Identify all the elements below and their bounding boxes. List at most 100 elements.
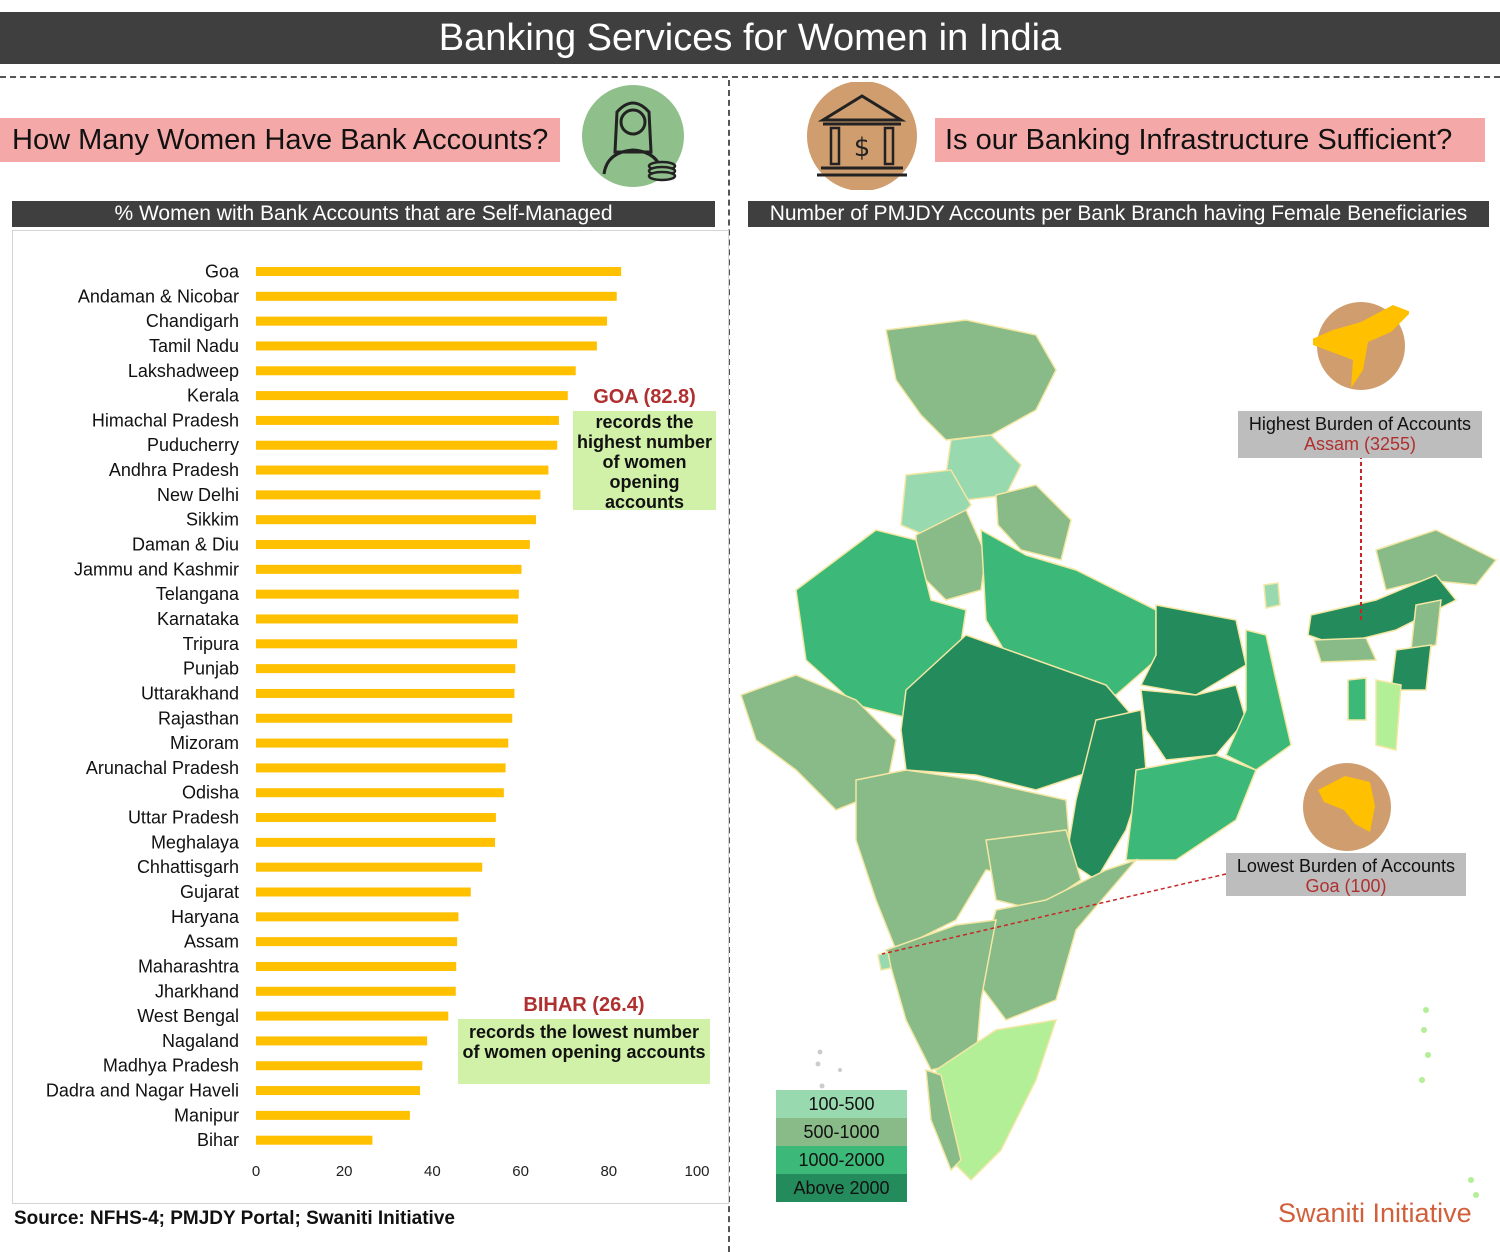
left-question: How Many Women Have Bank Accounts? <box>0 118 561 162</box>
category-label-assam: Assam <box>184 932 239 952</box>
goa-callout-title: GOA (82.8) <box>593 386 696 408</box>
category-label-chandigarh: Chandigarh <box>146 311 239 331</box>
category-label-madhya-pradesh: Madhya Pradesh <box>103 1056 239 1076</box>
category-label-uttarakhand: Uttarakhand <box>141 683 239 703</box>
map-legend: 100-500 500-1000 1000-2000 Above 2000 <box>776 1090 907 1202</box>
bar-chart: Goa Andaman & Nicobar Chandigarh Tamil Nadu… <box>46 262 710 1181</box>
map-region-uttar-pradesh <box>980 528 1157 696</box>
bar-jammu-and-kashmir <box>256 564 522 574</box>
map-region-kerala <box>925 1068 962 1172</box>
right-question: Is our Banking Infrastructure Sufficient… <box>935 118 1485 162</box>
bar-himachal-pradesh <box>256 415 559 425</box>
bar-rajasthan <box>256 713 513 723</box>
bar-tripura <box>256 639 518 649</box>
bar-dadra-and-nagar-haveli <box>256 1086 421 1096</box>
bar-jharkhand <box>256 986 456 996</box>
map-region-chhattisgarh <box>1065 709 1147 882</box>
svg-text:$: $ <box>854 133 871 163</box>
woman-with-coins-icon <box>574 82 692 190</box>
india-map <box>740 319 1498 1198</box>
bank-building-icon: $ <box>803 81 921 191</box>
bar-uttarakhand <box>256 688 515 698</box>
category-label-uttar-pradesh: Uttar Pradesh <box>128 808 239 828</box>
category-label-arunachal-pradesh: Arunachal Pradesh <box>86 758 239 778</box>
bar-maharashtra <box>256 961 457 971</box>
page-title: Banking Services for Women in India <box>0 12 1500 64</box>
bar-chhattisgarh <box>256 862 483 872</box>
chart-frame <box>12 230 729 1204</box>
x-tick-20: 20 <box>336 1163 353 1180</box>
category-label-meghalaya: Meghalaya <box>151 832 240 852</box>
bar-punjab <box>256 664 516 674</box>
map-region-karnataka <box>885 919 997 1071</box>
category-label-daman-diu: Daman & Diu <box>132 535 239 555</box>
category-label-nagaland: Nagaland <box>162 1031 239 1051</box>
highest-burden-value: Assam (3255) <box>1303 434 1417 454</box>
map-title: Number of PMJDY Accounts per Bank Branch… <box>748 201 1489 227</box>
goa-inset-icon <box>1300 762 1394 852</box>
bihar-callout-title: BIHAR (26.4) <box>523 994 645 1016</box>
map-region-jammu-kashmir <box>885 319 1057 441</box>
category-label-kerala: Kerala <box>187 386 240 406</box>
bar-sikkim <box>256 515 537 525</box>
highest-burden-label: Highest Burden of Accounts Assam (3255) <box>1238 411 1482 458</box>
bar-bihar <box>256 1135 373 1145</box>
category-label-jharkhand: Jharkhand <box>155 981 239 1001</box>
legend-item-500-1000: 500-1000 <box>776 1118 907 1146</box>
category-label-lakshadweep: Lakshadweep <box>128 361 239 381</box>
bar-new-delhi <box>256 490 541 500</box>
bar-arunachal-pradesh <box>256 763 506 773</box>
bar-uttar-pradesh <box>256 813 496 823</box>
vertical-divider <box>728 80 730 1252</box>
category-label-odisha: Odisha <box>182 783 240 803</box>
category-label-punjab: Punjab <box>183 659 239 679</box>
bar-west-bengal <box>256 1011 449 1021</box>
x-tick-100: 100 <box>684 1163 709 1180</box>
category-label-telangana: Telangana <box>156 584 240 604</box>
category-label-tripura: Tripura <box>183 634 240 654</box>
category-label-andhra-pradesh: Andhra Pradesh <box>109 460 239 480</box>
brand-logo: Swaniti Initiative <box>1278 1198 1472 1228</box>
category-label-himachal-pradesh: Himachal Pradesh <box>92 410 239 430</box>
map-region-sikkim <box>1263 582 1281 609</box>
category-label-maharashtra: Maharashtra <box>138 956 240 976</box>
category-label-bihar: Bihar <box>197 1130 239 1150</box>
map-region-uttarakhand <box>995 484 1072 561</box>
category-label-karnataka: Karnataka <box>157 609 240 629</box>
bar-daman-diu <box>256 540 530 550</box>
category-label-west-bengal: West Bengal <box>137 1006 239 1026</box>
map-region-mizoram <box>1375 679 1402 751</box>
category-label-tamil-nadu: Tamil Nadu <box>149 336 239 356</box>
category-label-manipur: Manipur <box>174 1105 239 1125</box>
highest-burden-text: Highest Burden of Accounts <box>1248 414 1472 434</box>
map-region-odisha <box>1125 754 1257 861</box>
category-label-rajasthan: Rajasthan <box>158 708 239 728</box>
map-region-nagaland <box>1410 599 1442 651</box>
assam-inset-icon <box>1305 300 1411 392</box>
category-label-goa: Goa <box>205 262 240 282</box>
map-region-arunachal <box>1375 529 1498 591</box>
map-region-tripura <box>1347 677 1367 721</box>
bar-odisha <box>256 788 504 798</box>
bar-haryana <box>256 912 459 922</box>
category-label-new-delhi: New Delhi <box>157 485 239 505</box>
x-tick-40: 40 <box>424 1163 441 1180</box>
legend-item-above-2000: Above 2000 <box>776 1174 907 1202</box>
category-label-mizoram: Mizoram <box>170 733 239 753</box>
category-label-jammu-and-kashmir: Jammu and Kashmir <box>74 559 239 579</box>
category-label-chhattisgarh: Chhattisgarh <box>137 857 239 877</box>
legend-item-1000-2000: 1000-2000 <box>776 1146 907 1174</box>
horizontal-divider <box>0 76 1500 78</box>
source-note: Source: NFHS-4; PMJDY Portal; Swaniti In… <box>14 1208 455 1229</box>
x-tick-60: 60 <box>512 1163 529 1180</box>
lowest-burden-text: Lowest Burden of Accounts <box>1236 856 1456 876</box>
bar-karnataka <box>256 614 518 624</box>
bar-telangana <box>256 589 519 599</box>
map-region-jharkhand <box>1140 684 1247 761</box>
category-label-dadra-and-nagar-haveli: Dadra and Nagar Haveli <box>46 1081 239 1101</box>
bar-mizoram <box>256 738 509 748</box>
legend-item-100-500: 100-500 <box>776 1090 907 1118</box>
bar-gujarat <box>256 887 471 897</box>
lowest-burden-label: Lowest Burden of Accounts Goa (100) <box>1226 853 1466 896</box>
